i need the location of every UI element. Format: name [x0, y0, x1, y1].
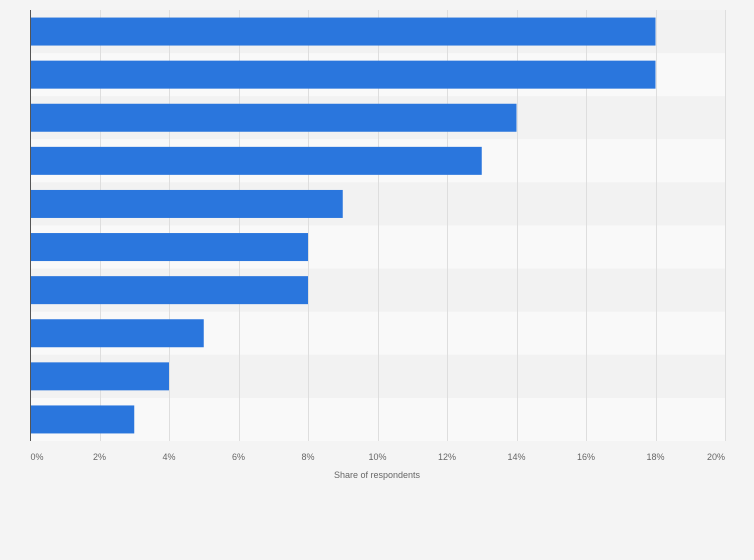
x-tick-label: 6% [232, 452, 245, 462]
bar[interactable] [30, 319, 204, 348]
x-tick-label: 4% [162, 452, 175, 462]
bar[interactable] [30, 60, 656, 89]
bar[interactable] [30, 146, 482, 175]
x-tick-label: 18% [646, 452, 664, 462]
x-tick-label: 0% [30, 452, 43, 462]
bar[interactable] [30, 189, 343, 218]
x-tick-label: 14% [507, 452, 525, 462]
bars [30, 17, 656, 434]
bar[interactable] [30, 405, 135, 434]
bar[interactable] [30, 103, 517, 132]
x-tick-label: 12% [438, 452, 456, 462]
bar[interactable] [30, 233, 308, 262]
x-tick-label: 2% [93, 452, 106, 462]
row-band [30, 397, 725, 441]
x-tick-label: 10% [368, 452, 386, 462]
x-tick-label: 20% [707, 452, 725, 462]
x-axis-ticks: 0% 2% 4% 6% 8% 10% 12% 14% 16% 18% 20% [30, 452, 725, 462]
x-tick-label: 8% [301, 452, 314, 462]
bar[interactable] [30, 276, 308, 305]
bar[interactable] [30, 17, 656, 46]
x-tick-label: 16% [577, 452, 595, 462]
bar[interactable] [30, 362, 169, 391]
x-axis-title: Share of respondents [334, 470, 421, 480]
